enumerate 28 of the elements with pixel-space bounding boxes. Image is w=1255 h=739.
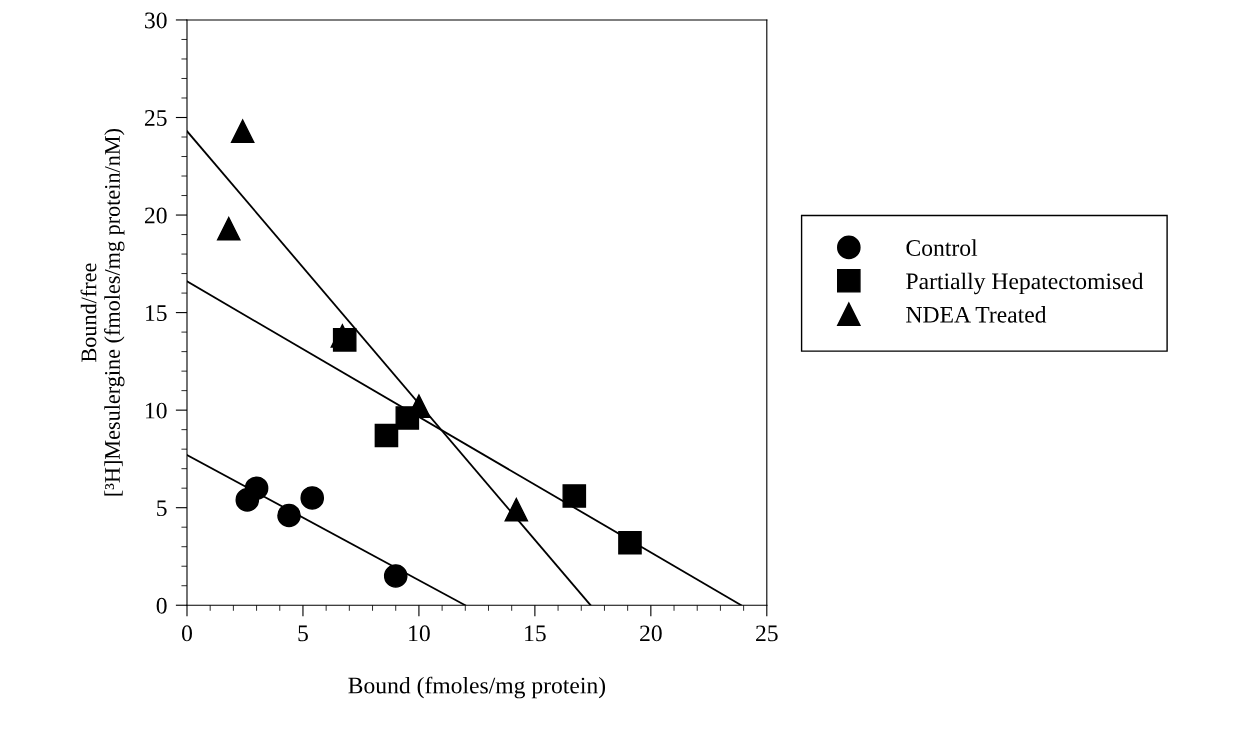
point xyxy=(383,564,408,588)
point xyxy=(504,497,529,522)
y-axis-title: Bound/free [³H]Mesulergine (fmoles/mg protein/nM) xyxy=(80,129,125,496)
y-tick-label: 30 xyxy=(145,12,167,29)
y-tick-label: 5 xyxy=(157,500,167,517)
point xyxy=(216,216,241,241)
x-tick-label: 15 xyxy=(525,625,546,642)
point xyxy=(230,119,255,143)
legend-label: NDEA Treated xyxy=(906,306,1047,323)
legend-label: Partially Hepatectomised xyxy=(906,272,1144,295)
point xyxy=(618,531,642,555)
y-tick-label: 0 xyxy=(156,597,167,614)
x-tick-label: 20 xyxy=(640,625,662,642)
y-tick-label: 25 xyxy=(144,110,167,126)
y-tick-label: 10 xyxy=(146,402,167,419)
point xyxy=(374,423,399,448)
y-tick-label: 15 xyxy=(146,305,167,322)
x-axis-title: Bound (fmoles/mg protein) xyxy=(348,676,606,699)
point xyxy=(562,484,587,508)
point xyxy=(244,476,269,500)
legend-label: Control xyxy=(906,239,978,256)
point xyxy=(277,503,301,528)
x-tick-label: 10 xyxy=(409,625,430,642)
x-tick-label: 25 xyxy=(756,625,778,642)
x-tick-label: 5 xyxy=(298,625,308,642)
x-tick-label: 0 xyxy=(181,625,192,642)
y-tick-label: 20 xyxy=(144,207,167,224)
point xyxy=(300,486,325,510)
